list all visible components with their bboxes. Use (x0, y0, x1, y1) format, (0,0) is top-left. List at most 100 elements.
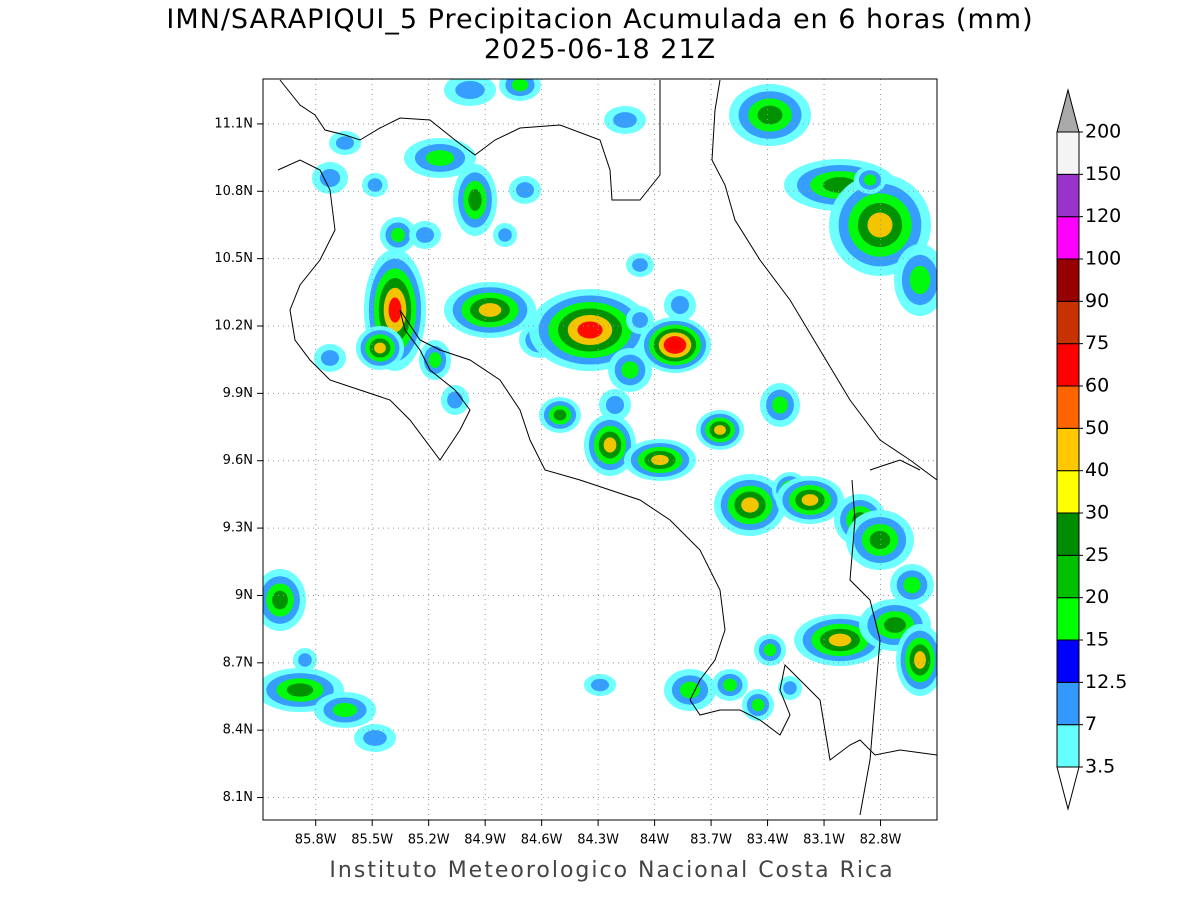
precip-area (447, 391, 463, 409)
x-tick-label: 82.8W (860, 833, 902, 848)
colorbar-label: 15 (1085, 629, 1109, 651)
precip-area (722, 678, 738, 692)
precip-area (363, 730, 387, 746)
precip-area (577, 321, 603, 339)
y-tick-label: 9.6N (223, 453, 253, 468)
precip-area (286, 683, 314, 697)
precip-area (425, 150, 455, 166)
colorbar-arrow-low (1056, 766, 1080, 811)
precip-area (272, 590, 288, 610)
colorbar-box (1056, 300, 1080, 345)
y-tick-label: 9N (235, 588, 253, 603)
colorbar-label: 200 (1085, 121, 1121, 143)
colorbar-label: 20 (1085, 586, 1109, 608)
precip-area (388, 297, 402, 323)
precip-area (670, 295, 690, 315)
coastlines (277, 79, 937, 816)
title: IMN/SARAPIQUI_5 Precipitacion Acumulada … (166, 4, 1033, 35)
x-tick-label: 83.7W (690, 833, 732, 848)
colorbar-box (1056, 724, 1080, 768)
precip-area (914, 651, 926, 669)
colorbar-box (1056, 470, 1080, 514)
precip-area (455, 80, 485, 100)
colorbar-label: 120 (1085, 205, 1121, 227)
x-tick-label: 84W (640, 833, 670, 848)
colorbar-label: 3.5 (1085, 756, 1115, 778)
colorbar-box (1056, 131, 1080, 175)
colorbar-label: 150 (1085, 163, 1121, 185)
y-tick-label: 8.1N (223, 790, 253, 805)
colorbar-label: 7 (1085, 713, 1097, 735)
border (849, 479, 881, 816)
precip-area (763, 643, 777, 657)
colorbar-label: 25 (1085, 544, 1109, 566)
colorbar-box (1056, 597, 1080, 641)
precip-area (590, 678, 610, 692)
precip-area (801, 494, 819, 506)
coastline (711, 79, 937, 481)
precip-area (884, 617, 906, 633)
colorbar-label: 75 (1085, 332, 1109, 354)
map-frame (262, 78, 938, 821)
precip-area (415, 227, 435, 243)
precip-area (869, 530, 891, 550)
x-tick-label: 83.1W (803, 833, 845, 848)
precip-area (679, 681, 701, 699)
precip-area (757, 105, 783, 125)
colorbar-label: 50 (1085, 417, 1109, 439)
precip-area (668, 340, 682, 350)
y-tick-label: 10.5N (214, 251, 253, 266)
precip-area (390, 227, 406, 243)
precip-area (298, 653, 312, 667)
colorbar-box (1056, 343, 1080, 387)
colorbar-box (1056, 681, 1080, 726)
border (869, 459, 921, 471)
precip-area (374, 342, 386, 354)
colorbar-label: 40 (1085, 459, 1109, 481)
precip-area (332, 702, 358, 718)
y-tick-label: 9.3N (223, 521, 253, 536)
x-tick-label: 84.3W (577, 833, 619, 848)
colorbar-box (1056, 258, 1080, 302)
precip-area (772, 396, 788, 414)
precip-area (632, 312, 648, 328)
precip-area (320, 350, 340, 366)
y-tick-label: 9.9N (223, 386, 253, 401)
y-tick-label: 11.1N (214, 116, 253, 131)
precip-area (367, 178, 383, 192)
coastline (277, 159, 937, 761)
y-tick-label: 8.4N (223, 723, 253, 738)
precip-area (335, 136, 355, 150)
subtitle: 2025-06-18 21Z (484, 34, 716, 65)
colorbar-box (1056, 385, 1080, 429)
precip-area (605, 395, 625, 415)
colorbar-box (1056, 216, 1080, 260)
precip-area (863, 174, 877, 186)
precip-area (478, 303, 502, 317)
colorbar-arrow-high (1056, 88, 1080, 133)
coastline (279, 79, 661, 201)
precip-area (909, 265, 931, 295)
x-tick-label: 85.2W (408, 833, 450, 848)
grid (257, 79, 937, 826)
colorbar-box (1056, 173, 1080, 218)
precip-area (783, 681, 797, 695)
colorbar-box (1056, 554, 1080, 599)
precip-area (867, 212, 893, 238)
x-tick-label: 84.9W (464, 833, 506, 848)
precipitation-field (263, 79, 937, 752)
precip-area (515, 182, 535, 198)
precip-area (714, 425, 726, 435)
precip-area (498, 228, 512, 242)
precip-area (632, 258, 648, 272)
colorbar-label: 100 (1085, 248, 1121, 270)
colorbar-label: 90 (1085, 290, 1109, 312)
colorbar-label: 30 (1085, 502, 1109, 524)
colorbar-box (1056, 427, 1080, 472)
precip-area (319, 168, 341, 188)
precip-area (741, 497, 759, 513)
precip-area (428, 352, 442, 368)
colorbar: 3.5 7 12.5 15 20 25 30 40 50 60 75 90 100 120 150 200 (1056, 88, 1127, 811)
precip-area (903, 576, 921, 594)
